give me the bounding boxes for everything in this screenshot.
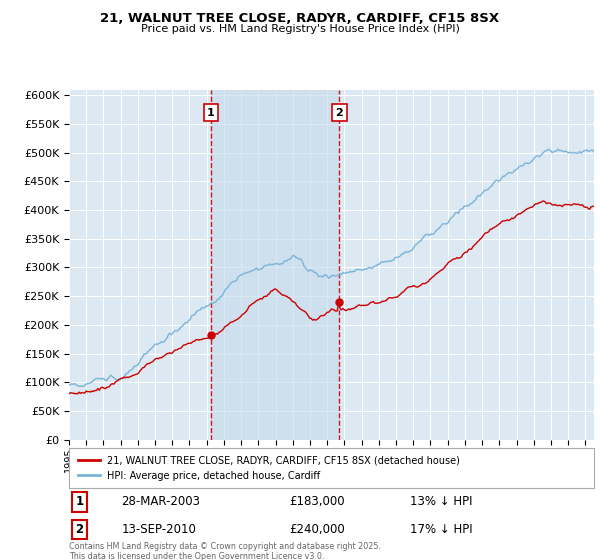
Text: Price paid vs. HM Land Registry's House Price Index (HPI): Price paid vs. HM Land Registry's House …: [140, 24, 460, 34]
Text: 2: 2: [76, 523, 83, 536]
Text: 1: 1: [207, 108, 215, 118]
Text: 28-MAR-2003: 28-MAR-2003: [121, 496, 200, 508]
Bar: [211, 90, 340, 440]
Text: Contains HM Land Registry data © Crown copyright and database right 2025.
This d: Contains HM Land Registry data © Crown c…: [69, 542, 381, 560]
Text: £183,000: £183,000: [290, 496, 345, 508]
Text: 2: 2: [335, 108, 343, 118]
Text: 13% ↓ HPI: 13% ↓ HPI: [410, 496, 473, 508]
Text: 1: 1: [76, 496, 83, 508]
Text: 21, WALNUT TREE CLOSE, RADYR, CARDIFF, CF15 8SX: 21, WALNUT TREE CLOSE, RADYR, CARDIFF, C…: [100, 12, 500, 25]
Text: 17% ↓ HPI: 17% ↓ HPI: [410, 523, 473, 536]
Text: £240,000: £240,000: [290, 523, 345, 536]
Text: 13-SEP-2010: 13-SEP-2010: [121, 523, 196, 536]
Legend: 21, WALNUT TREE CLOSE, RADYR, CARDIFF, CF15 8SX (detached house), HPI: Average p: 21, WALNUT TREE CLOSE, RADYR, CARDIFF, C…: [74, 452, 464, 484]
